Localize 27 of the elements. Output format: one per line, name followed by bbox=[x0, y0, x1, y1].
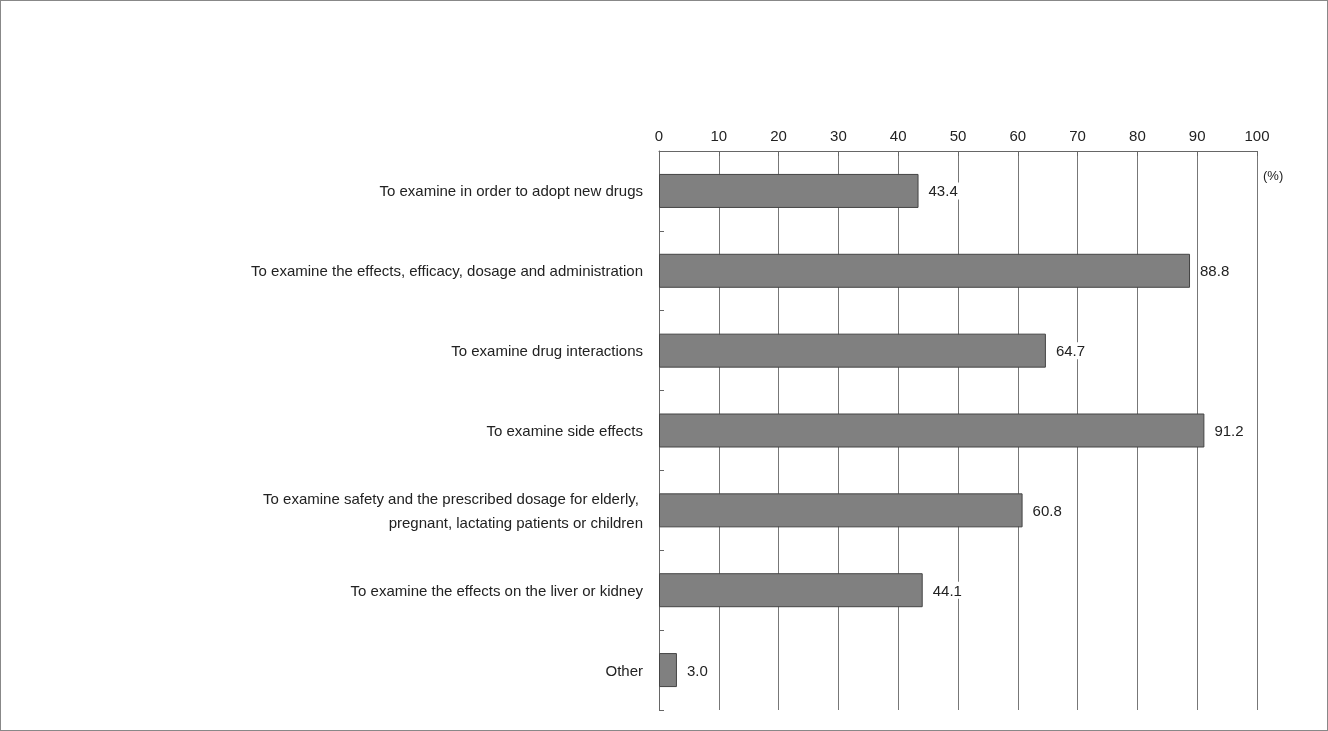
x-tick-label: 0 bbox=[654, 127, 664, 144]
x-tick-label: 70 bbox=[1069, 127, 1086, 144]
y-tick-label: To examine side effects bbox=[486, 422, 643, 439]
x-tick-label: 10 bbox=[710, 127, 728, 144]
data-label: 91.2 bbox=[1214, 422, 1244, 439]
data-label: 43.4 bbox=[928, 182, 958, 200]
data-label: 3.0 bbox=[686, 661, 708, 679]
x-tick-label: 50 bbox=[949, 127, 967, 144]
y-tick-label: To examine the effects, efficacy, dosage and administration bbox=[251, 262, 643, 280]
data-label: 44.1 bbox=[932, 581, 962, 599]
data-label: 88.8 bbox=[1200, 262, 1230, 280]
y-tick-label: Other bbox=[605, 661, 643, 679]
x-tick-label: 60 bbox=[1009, 127, 1027, 144]
x-tick-label: 40 bbox=[889, 127, 907, 144]
data-label: 60.8 bbox=[1032, 501, 1062, 519]
x-tick-label: 30 bbox=[830, 127, 847, 144]
y-tick-label: To examine in order to adopt new drugs bbox=[379, 182, 643, 200]
y-tick-label: To examine the effects on the liver or kidney bbox=[350, 581, 644, 599]
data-label: 64.7 bbox=[1055, 342, 1086, 360]
x-tick-label: 90 bbox=[1188, 127, 1206, 144]
x-tick-label: 100 bbox=[1244, 127, 1270, 144]
x-tick-label: 80 bbox=[1129, 127, 1146, 144]
x-axis-title: (%) bbox=[1263, 168, 1284, 183]
y-tick-label: To examine safety and the prescribed dosage for elderly, pregnant, lactating patients or children bbox=[263, 489, 643, 531]
x-tick-label: 20 bbox=[770, 127, 787, 144]
y-tick-label: To examine drug interactions bbox=[451, 342, 643, 360]
bar bbox=[659, 653, 677, 688]
